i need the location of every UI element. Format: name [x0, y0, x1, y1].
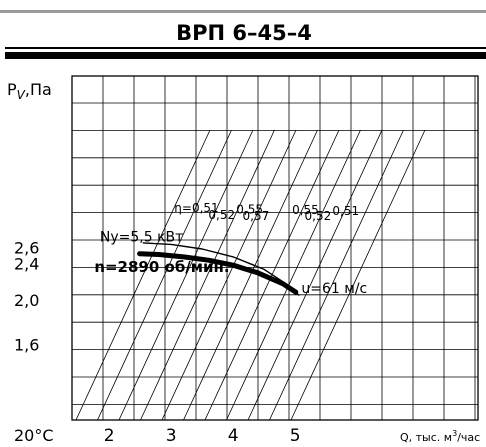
y-tick-label: 1,6 — [14, 336, 39, 355]
title-underline-thin — [5, 47, 486, 49]
y-tick-labels: 2,62,4 2,0 1,6 — [14, 238, 39, 354]
y-axis-label: PV,Па — [7, 80, 52, 102]
x-tick-label: 4 — [228, 426, 239, 446]
annotation-label: Ny=5,5 кВт — [100, 229, 183, 245]
efficiency-line — [118, 129, 254, 421]
y-tick-label: 2,6 — [14, 238, 39, 257]
efficiency-label: η=0,51 — [174, 201, 218, 215]
plot-frame — [71, 75, 479, 421]
efficiency-line — [226, 129, 361, 421]
annotation-label: u=61 м/с — [301, 281, 367, 297]
efficiency-label: 0,55 — [236, 203, 263, 217]
x-axis-label: Q, тыс. м3/час — [400, 429, 480, 444]
x-tick-labels: 2 3 4 5 — [104, 426, 301, 446]
annotations: Ny=5,5 кВт n=2890 об/мин. u=61 м/с — [94, 229, 367, 297]
chart-title: ВРП 6–45–4 — [176, 21, 312, 45]
speed-curve — [137, 251, 299, 295]
efficiency-line — [140, 129, 275, 421]
y-axis-label-subscript: V — [17, 88, 26, 102]
efficiency-labels: η=0,510,52 0,550,57 0,550,52 0,51 — [174, 201, 359, 223]
x-tick-label: 5 — [290, 426, 301, 446]
efficiency-line — [75, 129, 211, 421]
grid — [71, 75, 479, 421]
efficiency-line — [161, 129, 297, 421]
efficiency-line — [247, 129, 383, 421]
title-underline-thick — [5, 52, 486, 59]
efficiency-label: 0,52 — [208, 208, 235, 222]
x-tick-label: 2 — [104, 426, 115, 446]
efficiency-lines — [75, 129, 426, 421]
efficiency-line — [183, 129, 318, 421]
power-curve — [142, 242, 300, 296]
annotation-label: n=2890 об/мин. — [94, 258, 229, 276]
efficiency-line — [269, 129, 404, 421]
y-tick-label: 2,4 — [14, 254, 39, 273]
title-bar-top — [0, 10, 486, 13]
efficiency-line — [290, 129, 426, 421]
y-tick-label: 2,0 — [14, 291, 39, 310]
efficiency-line — [97, 129, 232, 421]
efficiency-label: 0,51 — [332, 204, 359, 218]
series-layer — [137, 242, 300, 296]
x-axis-label-superscript: 3 — [452, 429, 457, 438]
x-tick-label: 3 — [166, 426, 177, 446]
efficiency-label: 0,52 — [305, 209, 332, 223]
efficiency-label: 0,55 — [292, 203, 319, 217]
efficiency-label: 0,57 — [243, 209, 270, 223]
temperature-label: 20°C — [14, 426, 54, 445]
